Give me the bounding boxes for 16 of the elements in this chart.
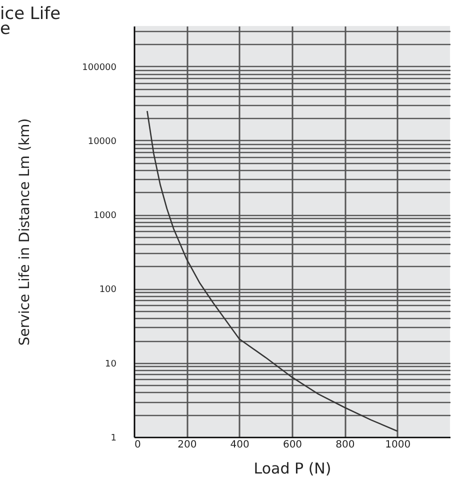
x-tick-label: 600 — [282, 440, 302, 450]
x-axis-title: Load P (N) — [254, 460, 332, 478]
y-tick-label: 100 — [99, 285, 117, 296]
y-axis-title: Service Life in Distance Lm (km) — [17, 118, 34, 346]
chart-title: ice Life e — [0, 4, 61, 39]
y-tick-label: 100000 — [82, 62, 117, 73]
y-tick-label: 10000 — [88, 136, 117, 147]
x-tick-label: 0 — [134, 440, 141, 450]
y-tick-label: 1000 — [94, 211, 117, 222]
line-series — [146, 110, 398, 432]
x-tick-label: 400 — [230, 440, 250, 450]
x-tick-label: 1000 — [385, 440, 411, 450]
x-tick-label: 800 — [336, 440, 355, 450]
y-tick-label: 1 — [110, 434, 116, 444]
x-tick-label: 200 — [178, 440, 197, 450]
y-tick-label: 10 — [105, 359, 117, 370]
